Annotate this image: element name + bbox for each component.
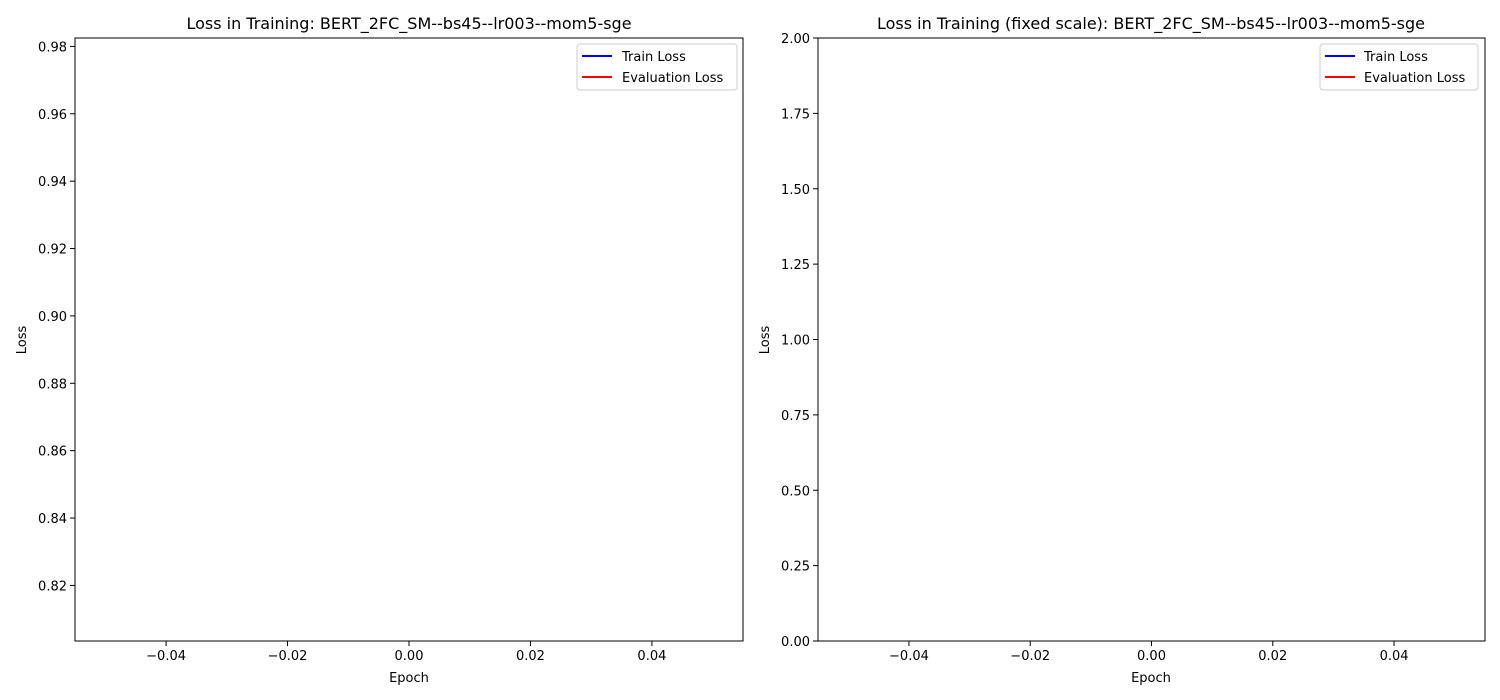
chart-left-x-tick-label: −0.02 <box>268 649 308 664</box>
chart-right-y-tick-label: 0.50 <box>781 484 810 499</box>
chart-left-y-ticks: 0.82 0.84 0.86 0.88 0.90 0.92 0.94 0.96 0.98 <box>38 40 75 594</box>
chart-right-y-tick-label: 0.25 <box>781 560 810 575</box>
chart-left-y-tick-label: 0.94 <box>38 175 67 190</box>
chart-left-y-tick-label: 0.88 <box>38 377 67 392</box>
chart-right-x-tick-label: 0.00 <box>1137 649 1166 664</box>
chart-right-legend: Train Loss Evaluation Loss <box>1319 43 1479 91</box>
chart-left-legend-label-evaluation-loss: Evaluation Loss <box>622 71 723 86</box>
chart-left-plot-area <box>74 37 744 642</box>
chart-left-x-ticks: −0.04 −0.02 0.00 0.02 0.04 <box>146 641 666 664</box>
chart-right-y-ticks: 0.00 0.25 0.50 0.75 1.00 1.25 1.50 1.75 2.00 <box>781 32 818 650</box>
chart-right-y-tick-label: 1.50 <box>781 183 810 198</box>
chart-left-x-axis-label: Epoch <box>389 671 429 686</box>
chart-left-y-axis-label: Loss <box>15 326 30 355</box>
chart-right-x-axis-label: Epoch <box>1131 671 1171 686</box>
chart-left-x-tick-label: 0.00 <box>395 649 424 664</box>
chart-right-plot-area <box>817 37 1486 642</box>
chart-right-y-tick-label: 2.00 <box>781 32 810 47</box>
chart-right: Loss in Training (fixed scale): BERT_2FC… <box>758 14 1486 686</box>
chart-right-x-tick-label: −0.02 <box>1010 649 1050 664</box>
chart-left-y-tick-label: 0.90 <box>38 310 67 325</box>
chart-left-title: Loss in Training: BERT_2FC_SM--bs45--lr0… <box>186 14 631 34</box>
chart-right-legend-label-train-loss: Train Loss <box>1363 50 1428 65</box>
chart-right-y-axis-label: Loss <box>758 326 773 355</box>
chart-right-y-tick-label: 1.25 <box>781 258 810 273</box>
chart-right-y-tick-label: 0.75 <box>781 409 810 424</box>
chart-right-y-tick-label: 0.00 <box>781 635 810 650</box>
chart-left-x-tick-label: 0.04 <box>637 649 666 664</box>
chart-left-legend: Train Loss Evaluation Loss <box>576 43 738 91</box>
chart-left-y-tick-label: 0.98 <box>38 40 67 55</box>
chart-left-y-tick-label: 0.96 <box>38 108 67 123</box>
chart-right-y-tick-label: 1.00 <box>781 334 810 349</box>
chart-left: Loss in Training: BERT_2FC_SM--bs45--lr0… <box>15 14 744 686</box>
chart-left-y-tick-label: 0.82 <box>38 579 67 594</box>
chart-left-y-tick-label: 0.86 <box>38 445 67 460</box>
chart-right-x-ticks: −0.04 −0.02 0.00 0.02 0.04 <box>889 641 1409 664</box>
chart-left-legend-frame <box>576 43 738 91</box>
chart-right-title: Loss in Training (fixed scale): BERT_2FC… <box>877 14 1425 34</box>
chart-left-y-tick-label: 0.84 <box>38 512 67 527</box>
chart-right-x-tick-label: 0.02 <box>1258 649 1287 664</box>
chart-right-x-tick-label: 0.04 <box>1380 649 1409 664</box>
chart-right-y-tick-label: 1.75 <box>781 107 810 122</box>
chart-right-x-tick-label: −0.04 <box>889 649 929 664</box>
chart-right-legend-label-evaluation-loss: Evaluation Loss <box>1364 71 1465 86</box>
chart-left-y-tick-label: 0.92 <box>38 243 67 258</box>
chart-left-x-tick-label: −0.04 <box>146 649 186 664</box>
chart-left-x-tick-label: 0.02 <box>516 649 545 664</box>
chart-left-legend-label-train-loss: Train Loss <box>621 50 686 65</box>
chart-right-legend-frame <box>1319 43 1479 91</box>
